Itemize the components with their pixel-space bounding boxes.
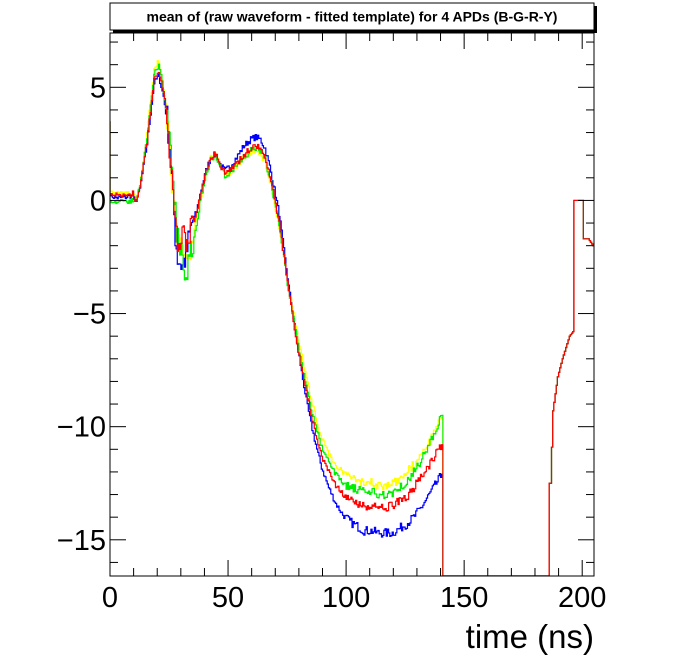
chart-title: mean of (raw waveform - fitted template)… bbox=[147, 9, 558, 25]
x-axis-title: time (ns) bbox=[466, 618, 594, 655]
x-tick-label: 100 bbox=[322, 582, 370, 614]
x-tick-label: 200 bbox=[558, 582, 606, 614]
y-tick-label: −15 bbox=[57, 525, 106, 557]
title-box: mean of (raw waveform - fitted template)… bbox=[109, 2, 597, 33]
y-tick-label: −10 bbox=[57, 412, 106, 444]
series-line-2 bbox=[110, 71, 594, 576]
title-box-frame bbox=[109, 2, 595, 31]
y-tick-label: 5 bbox=[90, 72, 106, 104]
y-tick-label: 0 bbox=[90, 185, 106, 217]
ticks-layer bbox=[109, 33, 594, 576]
plot-frame bbox=[109, 32, 595, 577]
y-tick-label: −5 bbox=[73, 299, 106, 331]
series-layer bbox=[110, 60, 594, 576]
x-tick-label: 0 bbox=[102, 582, 118, 614]
x-tick-label: 50 bbox=[212, 582, 244, 614]
x-tick-label: 150 bbox=[440, 582, 488, 614]
